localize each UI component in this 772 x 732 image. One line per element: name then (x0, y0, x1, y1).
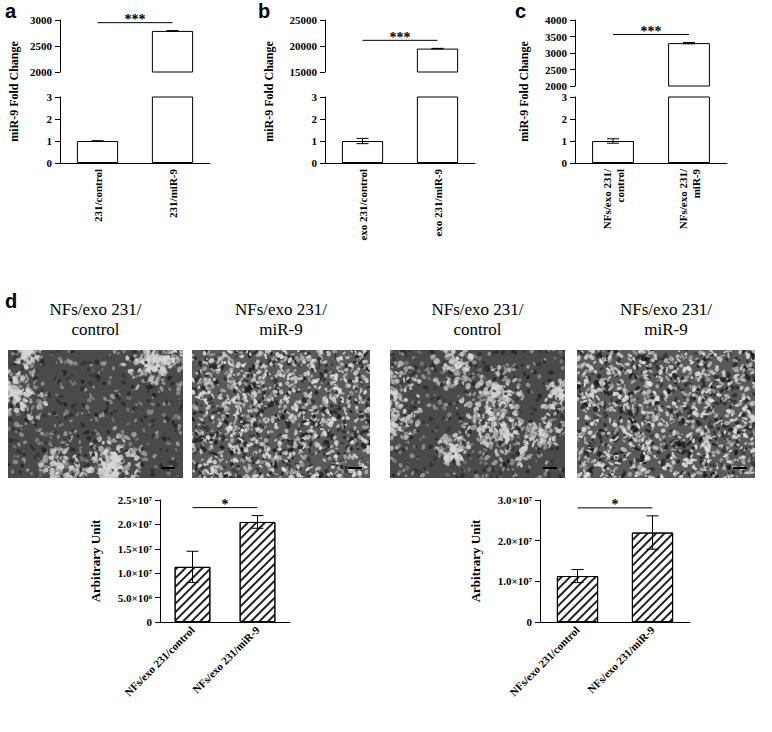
html-text:a: a (5, 0, 17, 22)
svg-text:0: 0 (47, 157, 53, 169)
html-text:miR-9: miR-9 (644, 320, 688, 339)
svg-text:0: 0 (527, 616, 533, 628)
svg-text:3: 3 (312, 91, 318, 103)
svg-text:Arbitrary Unit: Arbitrary Unit (88, 519, 103, 602)
svg-text:25000: 25000 (290, 14, 318, 26)
svg-text:1: 1 (312, 135, 318, 147)
svg-text:0: 0 (312, 157, 318, 169)
svg-text:*: * (612, 497, 619, 512)
svg-text:15000: 15000 (290, 66, 318, 78)
html-text:control: control (453, 320, 502, 339)
svg-text:20000: 20000 (290, 40, 318, 52)
svg-text:exo 231/control: exo 231/control (357, 169, 369, 241)
svg-text:2: 2 (562, 113, 568, 125)
html-text:NFs/exo 231/: NFs/exo 231/ (431, 300, 524, 319)
svg-text:***: *** (641, 24, 662, 39)
svg-text:NFs/exo 231/: NFs/exo 231/ (601, 168, 613, 229)
html-text:b: b (258, 0, 271, 22)
svg-text:4000: 4000 (545, 14, 568, 26)
svg-text:0: 0 (147, 616, 153, 628)
svg-text:Arbitrary Unit: Arbitrary Unit (468, 519, 483, 602)
html-text:NFs/exo 231/: NFs/exo 231/ (235, 300, 327, 319)
svg-text:5.0×10⁶: 5.0×10⁶ (118, 592, 153, 604)
svg-text:miR-9 Fold Change: miR-9 Fold Change (262, 40, 276, 141)
html-text:NFs/exo 231/: NFs/exo 231/ (49, 300, 142, 319)
svg-text:1: 1 (47, 135, 53, 147)
svg-text:1.0×10⁷: 1.0×10⁷ (118, 567, 153, 579)
svg-text:3: 3 (47, 91, 53, 103)
svg-text:miR-9 Fold Change: miR-9 Fold Change (7, 40, 21, 141)
svg-text:NFs/exo 231/control: NFs/exo 231/control (507, 624, 582, 699)
svg-text:NFs/exo 231/miR-9: NFs/exo 231/miR-9 (585, 623, 657, 695)
svg-text:miR-9: miR-9 (690, 169, 702, 199)
svg-text:2500: 2500 (545, 64, 568, 76)
svg-text:1.0×10⁷: 1.0×10⁷ (498, 575, 533, 587)
svg-text:3000: 3000 (30, 14, 53, 26)
svg-text:3: 3 (562, 91, 568, 103)
svg-text:3000: 3000 (545, 47, 568, 59)
svg-text:3500: 3500 (545, 31, 568, 43)
svg-text:1: 1 (562, 135, 568, 147)
svg-text:2000: 2000 (545, 80, 567, 92)
svg-text:2.0×10⁷: 2.0×10⁷ (498, 535, 533, 547)
svg-text:control: control (614, 169, 626, 202)
svg-text:231/control: 231/control (92, 169, 104, 222)
svg-text:NFs/exo 231/miR-9: NFs/exo 231/miR-9 (190, 623, 262, 695)
svg-text:2.5×10⁷: 2.5×10⁷ (118, 494, 153, 506)
svg-text:***: *** (125, 12, 146, 27)
svg-text:*: * (222, 497, 229, 512)
html-text:NFs/exo 231/: NFs/exo 231/ (620, 300, 712, 319)
html-text:miR-9: miR-9 (259, 320, 303, 339)
html-text:c: c (515, 0, 527, 22)
svg-text:miR-9 Fold Change: miR-9 Fold Change (517, 40, 531, 141)
svg-text:231/miR-9: 231/miR-9 (167, 169, 179, 218)
svg-text:2000: 2000 (30, 66, 53, 78)
svg-text:2: 2 (47, 113, 53, 125)
html-text:d: d (5, 290, 18, 312)
svg-text:***: *** (390, 30, 411, 45)
svg-text:0: 0 (562, 157, 568, 169)
svg-text:NFs/exo 231/: NFs/exo 231/ (677, 168, 689, 229)
svg-text:2: 2 (312, 113, 318, 125)
html-text:control: control (71, 320, 120, 339)
svg-text:3.0×10⁷: 3.0×10⁷ (498, 494, 533, 506)
svg-text:NFs/exo 231/control: NFs/exo 231/control (122, 624, 197, 699)
svg-text:2.0×10⁷: 2.0×10⁷ (118, 518, 153, 530)
svg-text:1.5×10⁷: 1.5×10⁷ (118, 543, 153, 555)
svg-text:2500: 2500 (30, 40, 53, 52)
svg-text:exo 231/miR-9: exo 231/miR-9 (432, 169, 444, 237)
